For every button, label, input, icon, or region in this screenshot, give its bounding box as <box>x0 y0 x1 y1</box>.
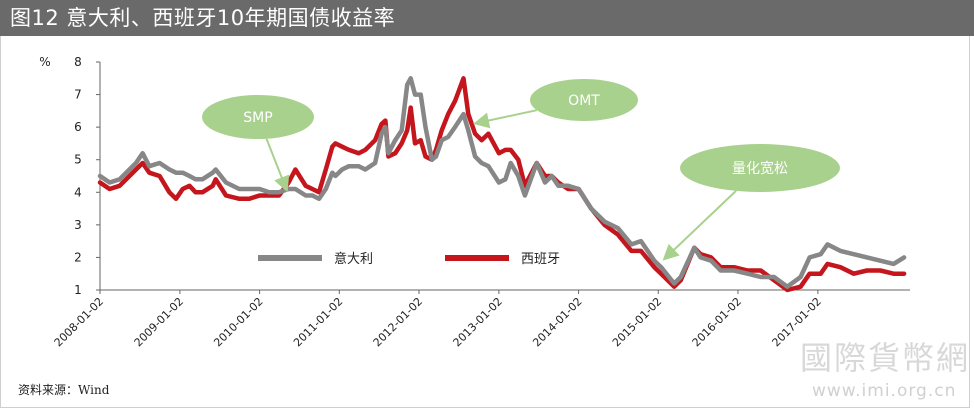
y-tick-label: 5 <box>74 153 82 167</box>
callout-qe-label: 量化宽松 <box>732 160 788 177</box>
x-tick-label: 2010-01-02 <box>211 295 265 349</box>
callout-omt-bubble <box>530 79 638 121</box>
chart-frame <box>0 36 970 408</box>
callout-smp-bubble <box>202 95 314 139</box>
x-tick-label: 2015-01-02 <box>610 295 664 349</box>
y-tick-label: 1 <box>74 283 82 297</box>
callout-omt-arrow <box>473 109 538 129</box>
y-tick-label: 8 <box>74 55 82 69</box>
watermark-text: 國際貨幣網 <box>800 339 971 377</box>
callout-smp-arrow <box>265 138 290 193</box>
x-tick-label: 2009-01-02 <box>132 295 186 349</box>
legend-italy-label: 意大利 <box>334 251 373 267</box>
source-note: 资料来源：Wind <box>18 383 110 397</box>
y-tick-label: 4 <box>74 185 82 199</box>
x-tick-label: 2016-01-02 <box>690 295 744 349</box>
callout-omt-label: OMT <box>568 93 600 109</box>
callout-qe-bubble <box>680 144 840 192</box>
x-tick-label: 2012-01-02 <box>371 295 425 349</box>
series-line-italy <box>97 76 907 289</box>
callout-qe-arrow <box>662 190 737 261</box>
chart-title: 图12 意大利、西班牙10年期国债收益率 <box>10 6 396 30</box>
x-tick-label: 2013-01-02 <box>451 295 505 349</box>
legend-spain-label: 西班牙 <box>521 252 560 267</box>
series-line-spain <box>97 76 907 293</box>
x-tick-label: 2008-01-02 <box>52 295 106 349</box>
y-tick-label: 2 <box>74 250 82 264</box>
callout-smp-label: SMP <box>243 110 272 126</box>
y-tick-label: 7 <box>74 88 82 102</box>
y-tick-label: 6 <box>74 120 82 134</box>
x-tick-label: 2011-01-02 <box>291 295 345 349</box>
watermark-url: www.imi.org.cn <box>812 381 957 401</box>
y-axis-unit: % <box>39 55 50 69</box>
x-tick-label: 2014-01-02 <box>530 295 584 349</box>
watermark-logo: 國際貨幣網 <box>800 341 970 375</box>
title-bar: 图12 意大利、西班牙10年期国债收益率 <box>0 0 974 36</box>
y-tick-label: 3 <box>74 218 82 232</box>
